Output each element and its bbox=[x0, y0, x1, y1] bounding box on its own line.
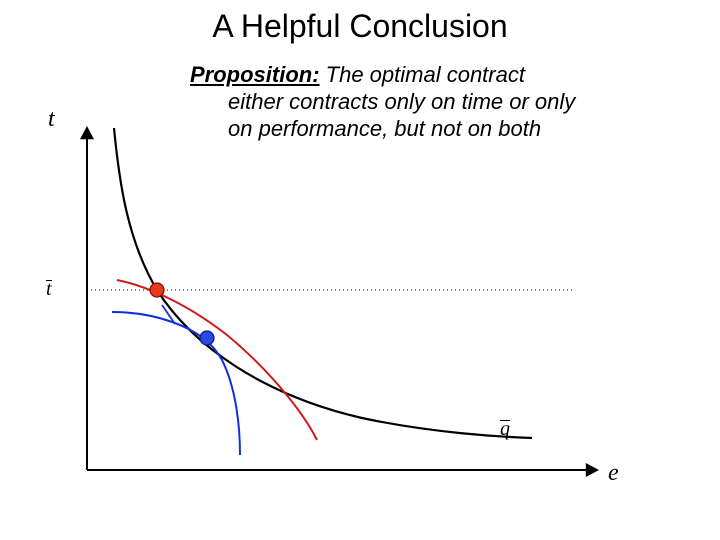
proposition-line1-rest: The optimal contract bbox=[320, 62, 525, 87]
point-red bbox=[150, 283, 164, 297]
y-axis-label: t bbox=[48, 106, 55, 133]
proposition-line2: either contracts only on time or only bbox=[190, 89, 660, 116]
point-blue bbox=[200, 331, 214, 345]
chart-svg bbox=[62, 120, 622, 520]
curve-blue bbox=[112, 312, 240, 455]
indifference-curve-main bbox=[114, 128, 532, 438]
proposition-lead: Proposition: bbox=[190, 62, 320, 87]
slide-title: A Helpful Conclusion bbox=[0, 8, 720, 45]
t-bar-label: t bbox=[46, 278, 52, 301]
axes bbox=[80, 126, 599, 477]
curve-red bbox=[117, 280, 317, 440]
